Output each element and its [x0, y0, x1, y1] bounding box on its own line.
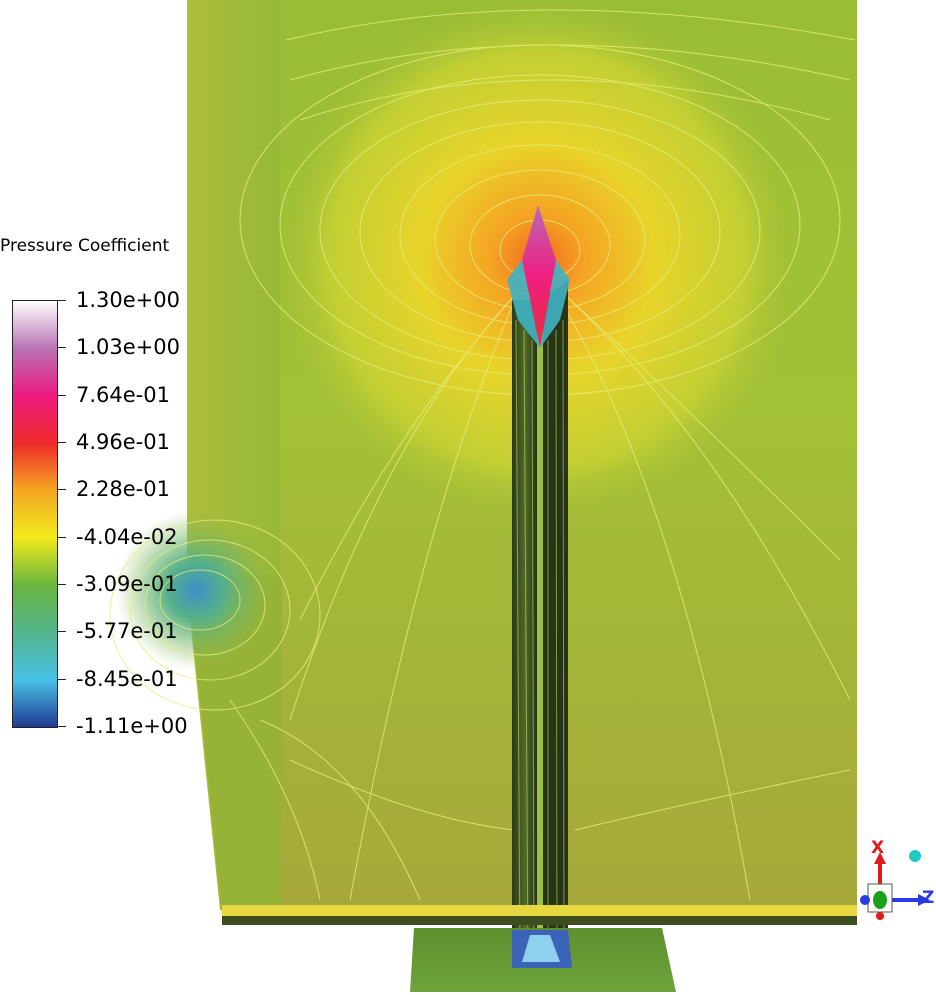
colorbar-tick-mark — [58, 584, 66, 585]
colorbar-tick-label: -1.11e+00 — [76, 714, 188, 738]
colorbar-tick-mark — [58, 631, 66, 633]
colorbar-tick-label: -3.09e-01 — [76, 572, 178, 596]
colorbar-tick-mark — [58, 394, 66, 396]
colorbar-tick-mark — [58, 536, 66, 538]
colorbar-tick-mark — [58, 300, 66, 301]
colorbar-tick-label: -8.45e-01 — [76, 666, 178, 691]
colorbar — [12, 300, 58, 728]
colorbar-tick-label: -4.04e-02 — [76, 524, 178, 549]
colorbar-tick-mark — [58, 678, 66, 680]
colorbar-tick-label: 4.96e-01 — [76, 430, 170, 454]
colorbar-tick-label: 1.03e+00 — [76, 335, 180, 360]
low-pressure-region — [110, 480, 290, 720]
colorbar-tick-mark — [58, 726, 66, 727]
colorbar-tick-mark — [58, 347, 66, 349]
axes-icon — [860, 850, 930, 920]
colorbar-tick-label: 2.28e-01 — [76, 477, 170, 502]
contour-lines — [109, 9, 856, 901]
fin-contours — [515, 319, 565, 961]
trailing-edge-band — [222, 905, 857, 918]
colorbar-tick-label: 7.64e-01 — [76, 382, 170, 407]
colorbar-tick-mark — [58, 442, 66, 443]
trailing-edge-shadow — [222, 916, 857, 925]
fin-center-line — [537, 300, 543, 965]
colorbar-tick-label: -5.77e-01 — [76, 619, 178, 644]
legend-title: Pressure Coefficient — [0, 236, 170, 256]
x-axis-label: X — [871, 838, 885, 858]
colorbar-tick-mark — [58, 489, 66, 491]
orientation-axes-widget[interactable]: X Z — [856, 836, 936, 926]
fin-root-core — [522, 935, 560, 962]
spike-flank-right — [540, 260, 570, 348]
colorbar-tick-label: 1.30e+00 — [76, 288, 180, 312]
z-axis-label: Z — [922, 888, 935, 908]
spike-flank-left — [507, 260, 540, 348]
stagnation-spike — [522, 205, 556, 348]
